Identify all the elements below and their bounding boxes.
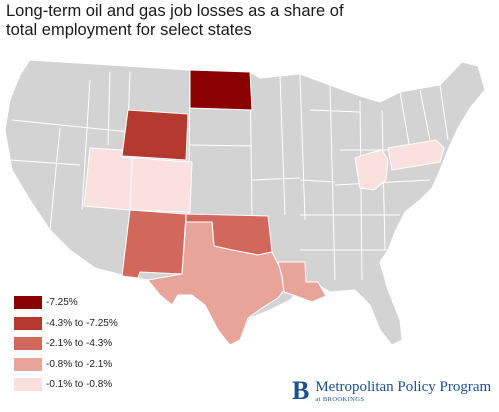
state-new-mexico — [121, 209, 187, 279]
legend-swatch — [14, 337, 42, 351]
state-texas — [147, 221, 285, 346]
map-title-line-1: Long-term oil and gas job losses as a sh… — [6, 2, 344, 20]
legend-label: -4.3% to -7.25% — [46, 317, 118, 329]
legend-swatch — [14, 316, 42, 330]
state-pennsylvania — [387, 139, 445, 171]
legend-swatch — [14, 296, 42, 309]
state-utah — [83, 147, 133, 211]
legend-swatch — [14, 357, 42, 371]
brookings-logo-mark: B — [292, 376, 310, 405]
us-map — [4, 59, 486, 346]
legend-swatch — [14, 378, 42, 392]
legend-item: -0.1% to -0.8% — [14, 375, 118, 394]
legend-label: -2.1% to -4.3% — [46, 338, 113, 350]
map-title: Long-term oil and gas job losses as a sh… — [6, 2, 344, 40]
brookings-branding: B Metropolitan Policy Program at BROOKIN… — [292, 378, 491, 404]
legend-label: -0.8% to -2.1% — [46, 358, 113, 370]
state-louisiana — [277, 261, 327, 303]
legend-label: -0.1% to -0.8% — [46, 379, 113, 391]
legend-item: -0.8% to -2.1% — [14, 355, 118, 374]
program-name: Metropolitan Policy Program — [315, 378, 492, 395]
state-ohio — [354, 149, 389, 191]
program-affiliation: at BROOKINGS — [315, 395, 365, 403]
legend: -7.25% -4.3% to -7.25% -2.1% to -4.3% -0… — [14, 293, 118, 396]
map-title-line-2: total employment for select states — [6, 21, 252, 39]
state-colorado — [129, 157, 193, 213]
state-wyoming — [121, 109, 189, 161]
legend-item: -7.25% — [14, 293, 118, 312]
legend-item: -4.3% to -7.25% — [14, 314, 118, 333]
state-north-dakota — [189, 69, 253, 111]
legend-label: -7.25% — [46, 297, 78, 308]
legend-item: -2.1% to -4.3% — [14, 334, 118, 353]
